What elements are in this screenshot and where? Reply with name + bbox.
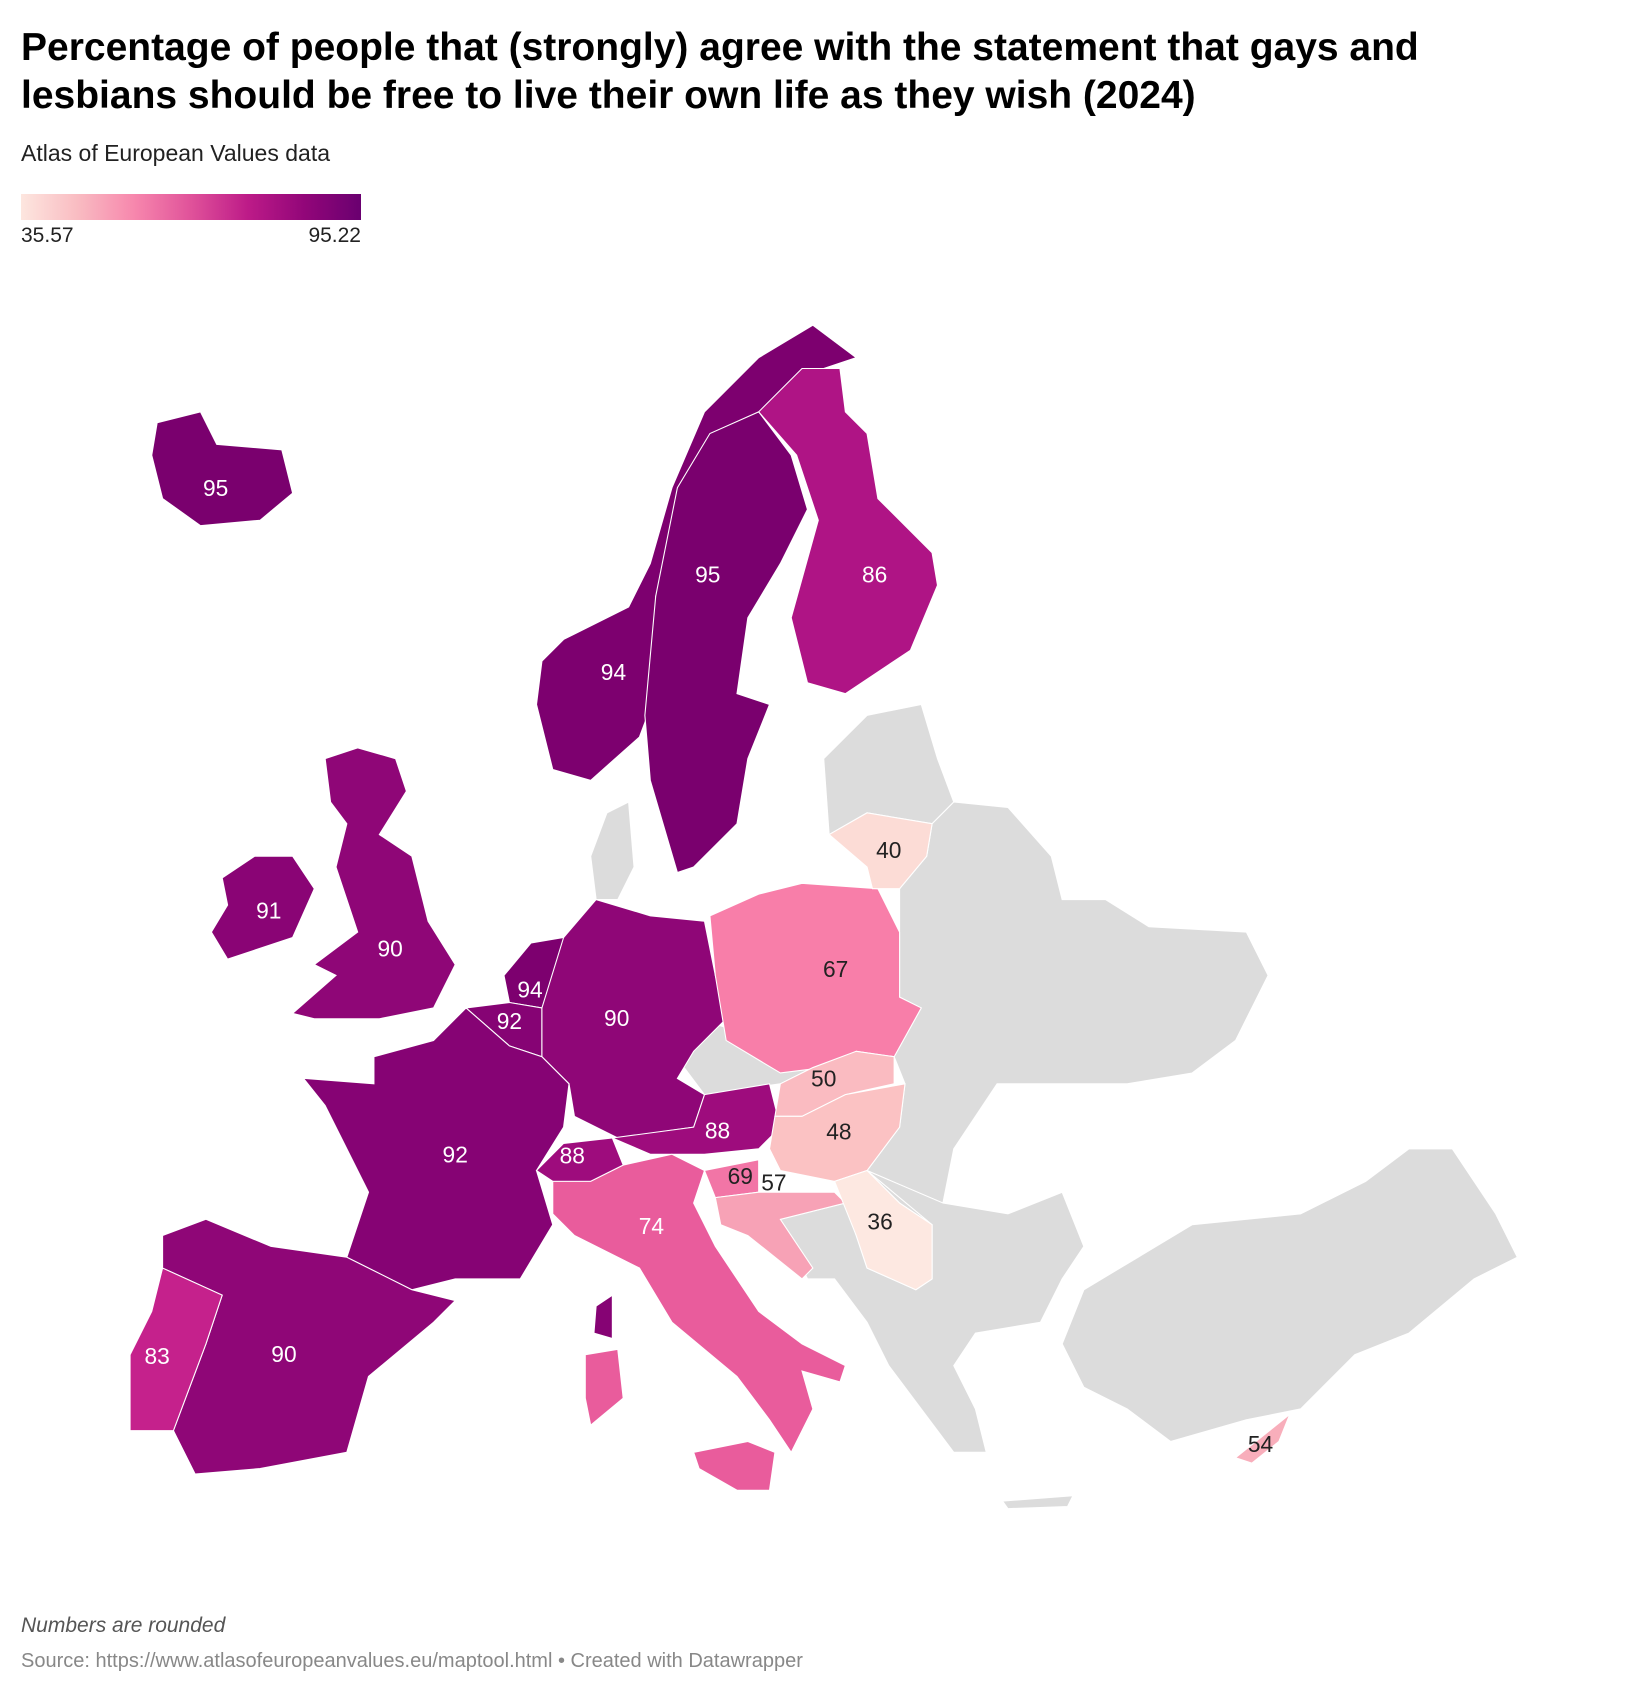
country-ireland[interactable] (210, 855, 315, 960)
chart-subtitle: Atlas of European Values data (21, 140, 331, 166)
no-data-regions (590, 703, 1519, 1510)
value-label-belgium: 92 (497, 1008, 522, 1034)
country-lithuania[interactable] (828, 812, 933, 890)
value-label-switzerland: 88 (560, 1143, 585, 1169)
value-label-united-kingdom: 90 (378, 936, 403, 962)
country-croatia[interactable] (714, 1191, 847, 1280)
value-label-spain: 90 (271, 1341, 296, 1367)
value-label-croatia: 57 (761, 1170, 786, 1196)
value-label-slovakia: 50 (811, 1066, 836, 1092)
value-label-germany: 90 (604, 1005, 629, 1031)
legend-max-label: 95.22 (308, 224, 361, 247)
value-label-italy: 74 (639, 1213, 664, 1239)
country-france[interactable] (593, 1294, 613, 1340)
value-label-ireland: 91 (256, 898, 281, 924)
region-balkans[interactable] (779, 1170, 1085, 1453)
country-finland[interactable] (757, 367, 939, 695)
country-sweden[interactable] (644, 411, 809, 874)
country-united-kingdom[interactable] (291, 747, 456, 1020)
color-legend: 35.57 95.22 (21, 194, 361, 247)
value-label-cyprus: 54 (1248, 1431, 1273, 1457)
country-france[interactable] (302, 1007, 570, 1291)
legend-min-label: 35.57 (21, 224, 74, 247)
value-label-sweden: 95 (695, 562, 720, 588)
value-label-norway: 94 (601, 659, 626, 685)
region-turkey[interactable] (1061, 1148, 1519, 1443)
value-label-slovenia: 69 (728, 1163, 753, 1189)
country-iceland[interactable] (151, 411, 294, 527)
value-label-finland: 86 (862, 562, 887, 588)
value-label-france: 92 (443, 1141, 468, 1167)
country-italy[interactable] (552, 1153, 847, 1454)
value-label-iceland: 95 (203, 475, 228, 501)
value-label-hungary: 48 (826, 1119, 851, 1145)
value-label-netherlands: 94 (517, 977, 542, 1003)
value-label-serbia: 36 (867, 1209, 892, 1235)
legend-gradient-bar (21, 194, 361, 220)
country-cyprus[interactable] (1234, 1412, 1292, 1464)
value-label-poland: 67 (823, 956, 848, 982)
country-germany[interactable] (541, 898, 727, 1139)
countries-layer (129, 324, 1292, 1491)
value-label-austria: 88 (705, 1118, 730, 1144)
notes: Numbers are rounded (21, 1614, 226, 1637)
region-east[interactable] (866, 801, 1269, 1226)
country-portugal[interactable] (129, 1267, 223, 1432)
country-italy[interactable] (584, 1348, 624, 1427)
country-italy[interactable] (692, 1440, 776, 1491)
source-credit: Source: https://www.atlasofeuropeanvalue… (21, 1650, 803, 1672)
region-denmark[interactable] (590, 801, 635, 901)
country-serbia[interactable] (833, 1169, 933, 1291)
region-baltic-north[interactable] (823, 703, 955, 836)
chart-title: Percentage of people that (strongly) agr… (21, 26, 1419, 117)
value-label-lithuania: 40 (876, 837, 901, 863)
country-hungary[interactable] (768, 1083, 906, 1182)
value-labels: 95 94 95 86 91 90 94 92 90 92 90 83 88 88 74 69 57 67 50 48… (144, 475, 1273, 1457)
value-label-portugal: 83 (144, 1343, 169, 1369)
region-crete[interactable] (1001, 1495, 1074, 1510)
country-poland[interactable] (709, 882, 923, 1074)
